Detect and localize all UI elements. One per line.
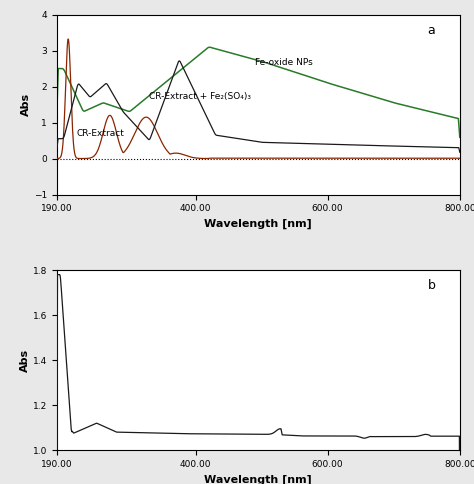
Y-axis label: Abs: Abs xyxy=(20,348,30,372)
Text: CR-Extract: CR-Extract xyxy=(77,129,125,137)
X-axis label: Wavelength [nm]: Wavelength [nm] xyxy=(204,219,312,229)
Text: CR-Extract + Fe₂(SO₄)₃: CR-Extract + Fe₂(SO₄)₃ xyxy=(149,92,251,101)
Text: a: a xyxy=(428,24,435,36)
X-axis label: Wavelength [nm]: Wavelength [nm] xyxy=(204,474,312,484)
Y-axis label: Abs: Abs xyxy=(21,93,31,116)
Text: Fe-oxide NPs: Fe-oxide NPs xyxy=(255,58,313,67)
Text: b: b xyxy=(428,279,436,292)
